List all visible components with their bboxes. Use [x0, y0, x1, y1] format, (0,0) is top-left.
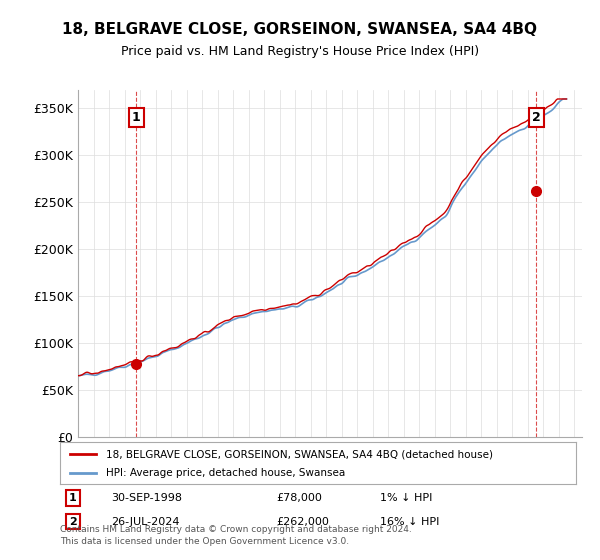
Text: HPI: Average price, detached house, Swansea: HPI: Average price, detached house, Swan…	[106, 468, 346, 478]
Text: Contains HM Land Registry data © Crown copyright and database right 2024.
This d: Contains HM Land Registry data © Crown c…	[60, 525, 412, 546]
Text: 1: 1	[132, 111, 140, 124]
Text: 2: 2	[69, 516, 77, 526]
Text: Price paid vs. HM Land Registry's House Price Index (HPI): Price paid vs. HM Land Registry's House …	[121, 45, 479, 58]
Text: 18, BELGRAVE CLOSE, GORSEINON, SWANSEA, SA4 4BQ: 18, BELGRAVE CLOSE, GORSEINON, SWANSEA, …	[62, 22, 538, 38]
Text: £262,000: £262,000	[277, 516, 329, 526]
Text: 18, BELGRAVE CLOSE, GORSEINON, SWANSEA, SA4 4BQ (detached house): 18, BELGRAVE CLOSE, GORSEINON, SWANSEA, …	[106, 449, 493, 459]
Text: 30-SEP-1998: 30-SEP-1998	[112, 493, 182, 503]
Text: 1% ↓ HPI: 1% ↓ HPI	[380, 493, 432, 503]
Text: 1: 1	[69, 493, 77, 503]
Text: 2: 2	[532, 111, 541, 124]
Text: £78,000: £78,000	[277, 493, 323, 503]
Text: 16% ↓ HPI: 16% ↓ HPI	[380, 516, 439, 526]
Text: 26-JUL-2024: 26-JUL-2024	[112, 516, 180, 526]
